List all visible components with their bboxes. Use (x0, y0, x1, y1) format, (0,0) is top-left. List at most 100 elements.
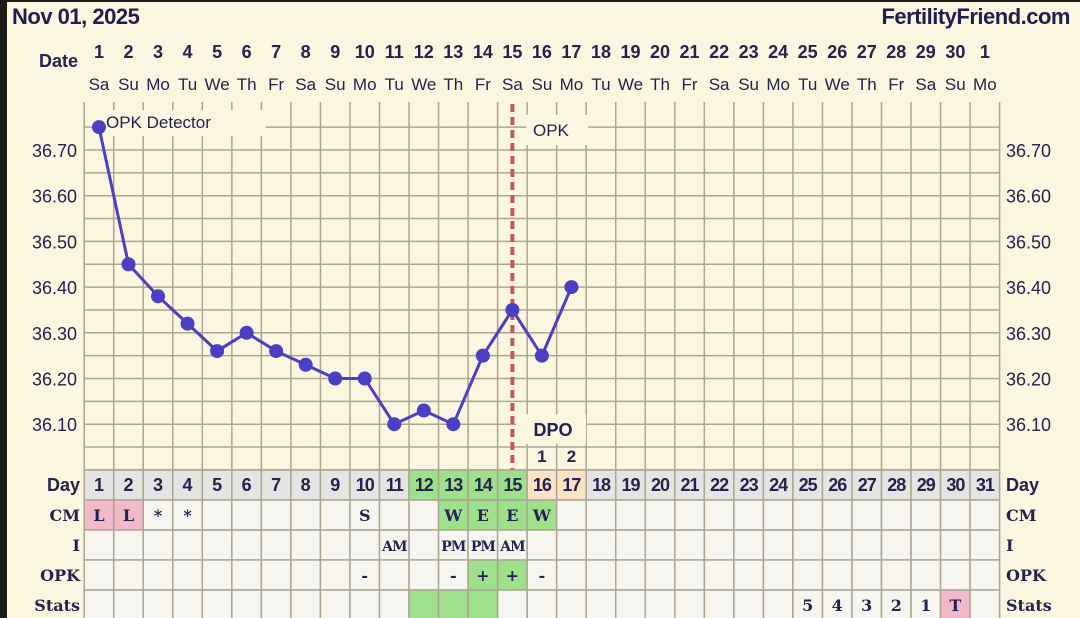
weekday-label: Th (237, 75, 257, 94)
date-number: 29 (916, 42, 936, 62)
table-cell (408, 589, 440, 618)
table-cell (733, 499, 765, 531)
table-cell (614, 499, 647, 531)
cell-day: 5 (212, 475, 222, 495)
weekday-label: Su (945, 75, 966, 94)
table-cell (674, 559, 706, 591)
table-cell (644, 469, 676, 501)
cell-day: 18 (592, 475, 611, 495)
cell-cm: * (183, 506, 192, 525)
date-number: 3 (153, 42, 163, 62)
cell-day: 30 (946, 475, 965, 495)
table-cell (437, 529, 469, 561)
cell-day: 24 (769, 475, 788, 495)
weekday-label: Mo (146, 75, 170, 94)
dpo-label: DPO (533, 420, 572, 440)
table-cell (260, 529, 292, 561)
cell-day: 3 (153, 475, 163, 495)
table-cell (792, 589, 824, 618)
y-tick-label-left: 36.40 (32, 278, 77, 298)
table-cell (762, 529, 794, 561)
table-cell (614, 469, 647, 501)
temperature-point (416, 403, 431, 418)
table-cell (969, 589, 1001, 618)
row-label-right-day: Day (1006, 475, 1039, 495)
cell-day: 14 (474, 475, 493, 495)
table-cell (437, 469, 469, 501)
table-cell (83, 589, 115, 618)
cell-i: AM (499, 539, 525, 555)
table-cell (142, 469, 174, 501)
table-cell (762, 499, 794, 531)
date-number: 20 (650, 42, 670, 62)
cell-stats: 2 (891, 596, 902, 615)
table-cell (821, 499, 853, 531)
table-cell (733, 559, 765, 591)
table-cell (172, 589, 204, 618)
table-cell (703, 529, 735, 561)
weekday-label: We (825, 75, 850, 94)
table-cell (437, 589, 469, 618)
table-cell (467, 589, 499, 618)
table-cell (555, 589, 587, 618)
opk-detector-label: OPK Detector (106, 113, 211, 132)
opk-label-bg (526, 115, 588, 145)
weekday-label: Mo (766, 75, 790, 94)
table-cell (703, 589, 735, 618)
table-cell (319, 559, 351, 591)
cell-day: 16 (533, 475, 552, 495)
weekday-label: Tu (178, 75, 197, 94)
table-cell (644, 499, 676, 531)
table-cell (290, 559, 322, 591)
cell-cm: E (477, 506, 489, 525)
table-cell (112, 589, 145, 618)
table-cell (319, 589, 351, 618)
row-label-right-stats: Stats (1006, 596, 1052, 615)
row-label-stats: Stats (34, 596, 80, 615)
temperature-point (357, 371, 372, 386)
cell-day: 4 (183, 475, 193, 495)
cell-cm: * (154, 506, 163, 525)
row-label-i: I (73, 536, 80, 555)
weekday-label: Sa (295, 75, 316, 94)
table-cell (467, 529, 499, 561)
cell-day: 13 (444, 475, 463, 495)
date-number: 19 (620, 42, 640, 62)
weekday-label: Fr (268, 75, 284, 94)
weekday-label: Su (325, 75, 346, 94)
table-cell (585, 499, 617, 531)
y-tick-label-left: 36.10 (32, 415, 77, 435)
table-cell (555, 529, 587, 561)
date-number: 15 (502, 42, 522, 62)
temperature-point (505, 302, 520, 317)
table-cell (821, 559, 853, 591)
temperature-point (151, 289, 166, 304)
weekday-label: Mo (560, 75, 584, 94)
cell-stats: T (949, 596, 961, 615)
table-cell (555, 499, 587, 531)
table-cell (910, 589, 942, 618)
date-number: 27 (857, 42, 877, 62)
table-cell (969, 559, 1001, 591)
weekday-label: Sa (709, 75, 730, 94)
date-number: 30 (945, 42, 965, 62)
date-number: 22 (709, 42, 729, 62)
temperature-point (180, 316, 195, 331)
table-cell (349, 559, 381, 591)
cell-i: PM (441, 539, 466, 555)
date-number: 10 (355, 42, 375, 62)
date-number: 1 (94, 42, 104, 62)
date-number: 28 (886, 42, 906, 62)
table-cell (910, 499, 942, 531)
table-cell (349, 529, 381, 561)
date-number: 18 (591, 42, 611, 62)
table-cell (260, 559, 292, 591)
date-number: 4 (183, 42, 193, 62)
table-cell (408, 559, 440, 591)
cell-day: 19 (621, 475, 640, 495)
table-cell (555, 469, 587, 501)
dpo-day-number: 2 (567, 447, 576, 466)
date-number: 2 (123, 42, 133, 62)
table-cell (112, 529, 145, 561)
table-cell (496, 559, 528, 591)
